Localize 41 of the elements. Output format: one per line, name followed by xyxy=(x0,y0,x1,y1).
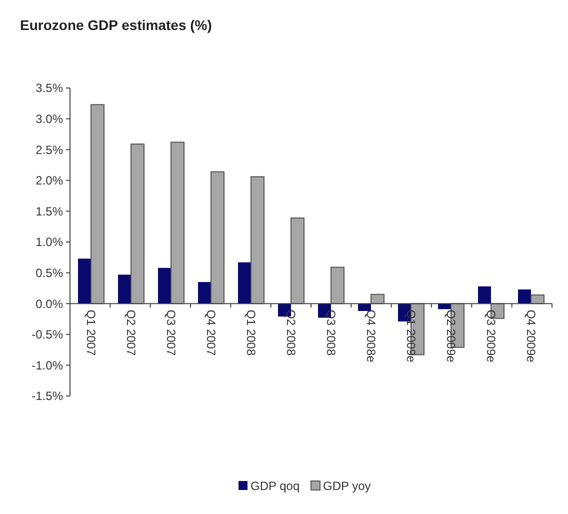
y-tick-label: -1.0% xyxy=(32,358,64,372)
x-tick-label: Q3 2009e xyxy=(484,310,498,363)
y-tick-label: 2.0% xyxy=(36,174,64,188)
bar xyxy=(170,142,184,304)
bar xyxy=(478,286,491,304)
bar xyxy=(198,282,211,304)
bar xyxy=(330,266,344,304)
x-tick-label: Q1 2008 xyxy=(244,310,258,356)
y-tick-label: -0.5% xyxy=(32,328,64,342)
bar xyxy=(210,171,224,304)
y-tick-label: 3.0% xyxy=(36,112,64,126)
bar xyxy=(158,268,171,304)
x-tick-label: Q2 2009e xyxy=(444,310,458,363)
x-tick-label: Q3 2008 xyxy=(324,310,338,356)
bar xyxy=(130,144,144,304)
y-tick-label: 0.5% xyxy=(36,266,64,280)
bar xyxy=(78,258,91,304)
bar xyxy=(358,304,371,311)
x-tick-label: Q4 2009e xyxy=(524,310,538,363)
bar xyxy=(238,262,251,304)
y-tick-label: 2.5% xyxy=(36,142,64,157)
bar xyxy=(118,274,131,304)
x-tick-label: Q2 2007 xyxy=(124,310,138,356)
x-tick-label: Q4 2007 xyxy=(204,310,218,356)
chart-title: Eurozone GDP estimates (%) xyxy=(20,17,212,33)
y-tick-label: 3.5% xyxy=(36,81,64,96)
legend-label: GDP yoy xyxy=(323,479,371,494)
bar xyxy=(290,217,304,304)
y-tick-label: -1.5% xyxy=(32,389,64,404)
x-tick-label: Q1 2009e xyxy=(404,310,418,363)
x-tick-label: Q4 2008e xyxy=(364,310,378,363)
x-tick-label: Q1 2007 xyxy=(84,310,98,356)
y-tick-label: 1.0% xyxy=(36,235,64,250)
legend-label: GDP qoq xyxy=(250,479,300,494)
x-tick-label: Q2 2008 xyxy=(284,310,298,356)
x-tick-label: Q3 2007 xyxy=(164,310,178,356)
y-tick-label: 0.0% xyxy=(36,296,64,311)
bar xyxy=(250,176,264,304)
bar xyxy=(90,104,104,304)
bar xyxy=(518,289,531,304)
y-tick-label: 1.5% xyxy=(36,204,64,218)
